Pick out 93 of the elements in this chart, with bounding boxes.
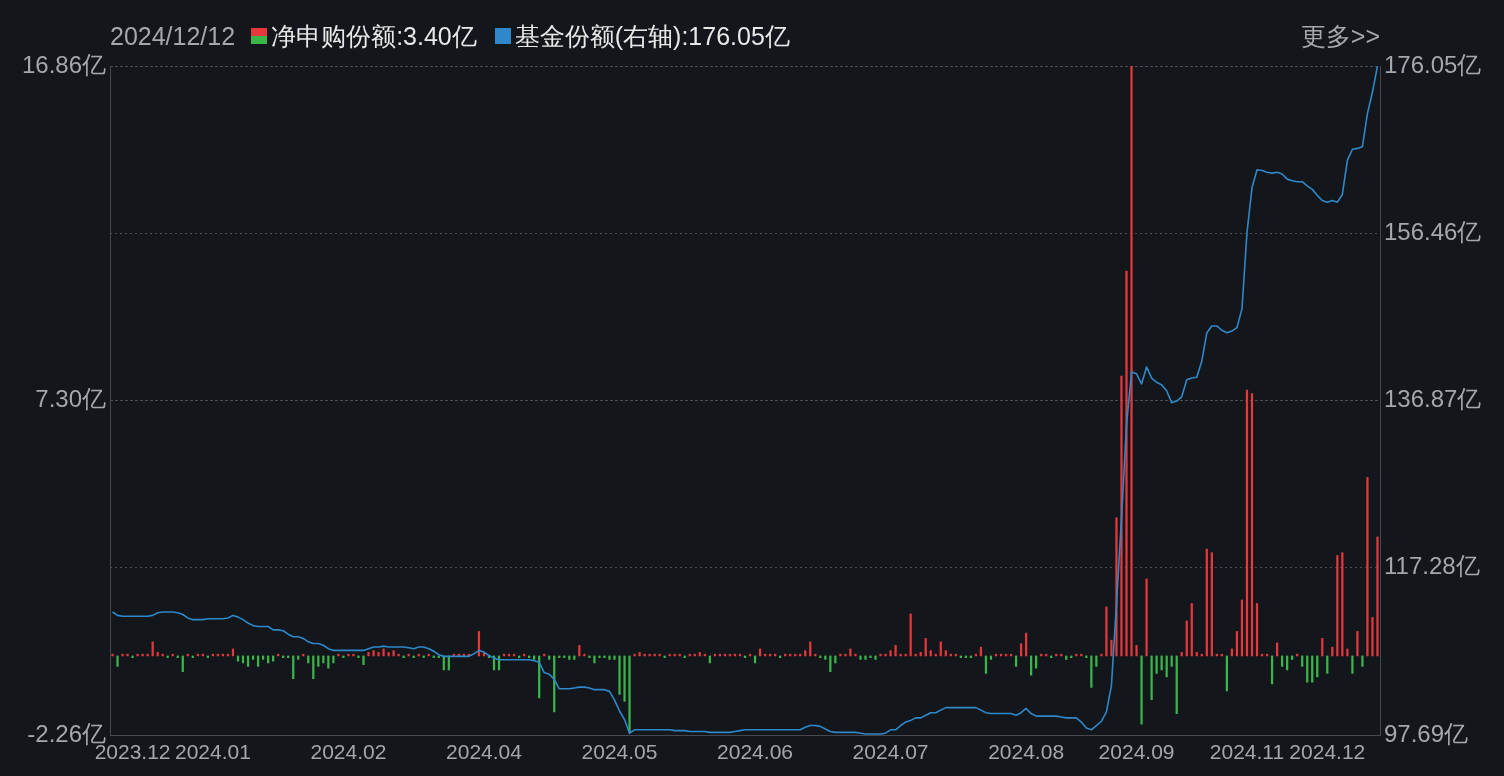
bar <box>1361 655 1364 667</box>
y-tick-label: 16.86亿 <box>21 50 106 78</box>
x-tick-label: 2024.12 <box>1289 740 1366 764</box>
bar <box>126 653 129 657</box>
bar <box>332 655 335 664</box>
x-tick-label: 2024.08 <box>988 740 1065 764</box>
bar <box>342 655 345 658</box>
bar <box>392 650 395 657</box>
bar <box>929 650 932 657</box>
bar <box>141 653 144 657</box>
bar <box>111 653 114 657</box>
bar <box>598 655 601 658</box>
bar <box>1356 631 1359 657</box>
bar <box>1140 655 1143 725</box>
bar <box>1095 655 1098 667</box>
x-tick-label: 2024.09 <box>1098 740 1175 764</box>
bar <box>879 653 882 657</box>
bar <box>839 653 842 657</box>
bar <box>884 653 887 657</box>
bar <box>387 652 390 657</box>
bar <box>357 655 360 658</box>
bar <box>367 652 370 657</box>
bar <box>633 653 636 657</box>
bar <box>1135 645 1138 657</box>
bar <box>1145 578 1148 657</box>
bar <box>944 650 947 657</box>
bar <box>603 655 606 658</box>
bar <box>593 655 596 664</box>
bar <box>894 645 897 657</box>
bar <box>1125 270 1128 657</box>
bar <box>382 648 385 657</box>
text: 更多>> <box>1300 20 1380 52</box>
bar <box>1130 66 1133 657</box>
bar <box>1366 477 1369 657</box>
x-tick-label: 2024.07 <box>852 740 929 764</box>
bar <box>628 655 631 734</box>
x-tick-label: 2024.06 <box>717 740 793 764</box>
bar <box>1376 536 1379 657</box>
x-tick-label: 2024.05 <box>581 740 658 764</box>
x-tick-label: 2024.01 <box>174 740 251 764</box>
bar <box>347 653 350 657</box>
bar <box>864 655 867 660</box>
bar <box>1371 617 1374 657</box>
bar <box>1110 639 1113 657</box>
bar <box>1019 643 1023 657</box>
bar <box>849 648 852 657</box>
bar <box>236 655 240 662</box>
bar <box>623 655 626 702</box>
legend-label: 基金份额(右轴):176.05亿 <box>514 20 790 52</box>
bar <box>131 655 134 658</box>
bar <box>618 655 621 695</box>
y2-tick-label: 117.28亿 <box>1384 552 1480 580</box>
bar <box>352 653 355 657</box>
bar <box>1346 648 1349 657</box>
legend-label: 净申购份额:3.40亿 <box>271 20 477 52</box>
bar <box>116 655 119 667</box>
bar <box>136 653 139 657</box>
bar <box>372 650 375 657</box>
bar <box>1100 653 1103 657</box>
bar <box>869 655 872 658</box>
chart-title: 2024/12/12 <box>110 21 236 51</box>
y2-tick-label: 136.87亿 <box>1384 385 1482 413</box>
bar <box>854 653 857 657</box>
bar <box>1155 655 1158 674</box>
bar <box>1035 655 1038 669</box>
bar <box>643 653 646 657</box>
bar <box>608 655 611 660</box>
y2-tick-label: 176.05亿 <box>1384 50 1482 78</box>
bar <box>272 655 275 662</box>
y2-tick-label: 156.46亿 <box>1384 217 1482 245</box>
bar <box>327 655 330 669</box>
bar <box>377 652 380 657</box>
bar <box>613 655 616 660</box>
bar <box>648 653 651 657</box>
x-tick-label: 2024.11 <box>1209 740 1285 764</box>
bar <box>889 650 892 657</box>
x-tick-label: 2024.02 <box>310 740 387 764</box>
x-tick-label: 2024.04 <box>446 740 523 764</box>
bar <box>121 653 124 657</box>
bar <box>844 653 847 657</box>
bar <box>1150 655 1153 700</box>
bar <box>588 655 591 658</box>
bar <box>362 655 365 665</box>
y2-tick-label: 97.69亿 <box>1384 719 1469 747</box>
bar <box>899 653 902 657</box>
bar <box>859 655 862 660</box>
bar <box>337 653 340 657</box>
bar <box>638 652 641 657</box>
bar <box>1105 606 1108 657</box>
bar <box>874 655 877 660</box>
bar <box>1351 655 1354 674</box>
bar <box>804 650 807 657</box>
y-tick-label: 7.30亿 <box>35 385 106 413</box>
